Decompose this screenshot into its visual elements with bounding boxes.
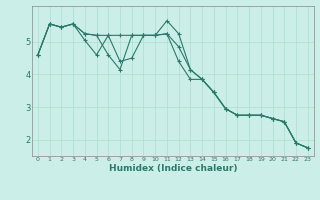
X-axis label: Humidex (Indice chaleur): Humidex (Indice chaleur) bbox=[108, 164, 237, 173]
